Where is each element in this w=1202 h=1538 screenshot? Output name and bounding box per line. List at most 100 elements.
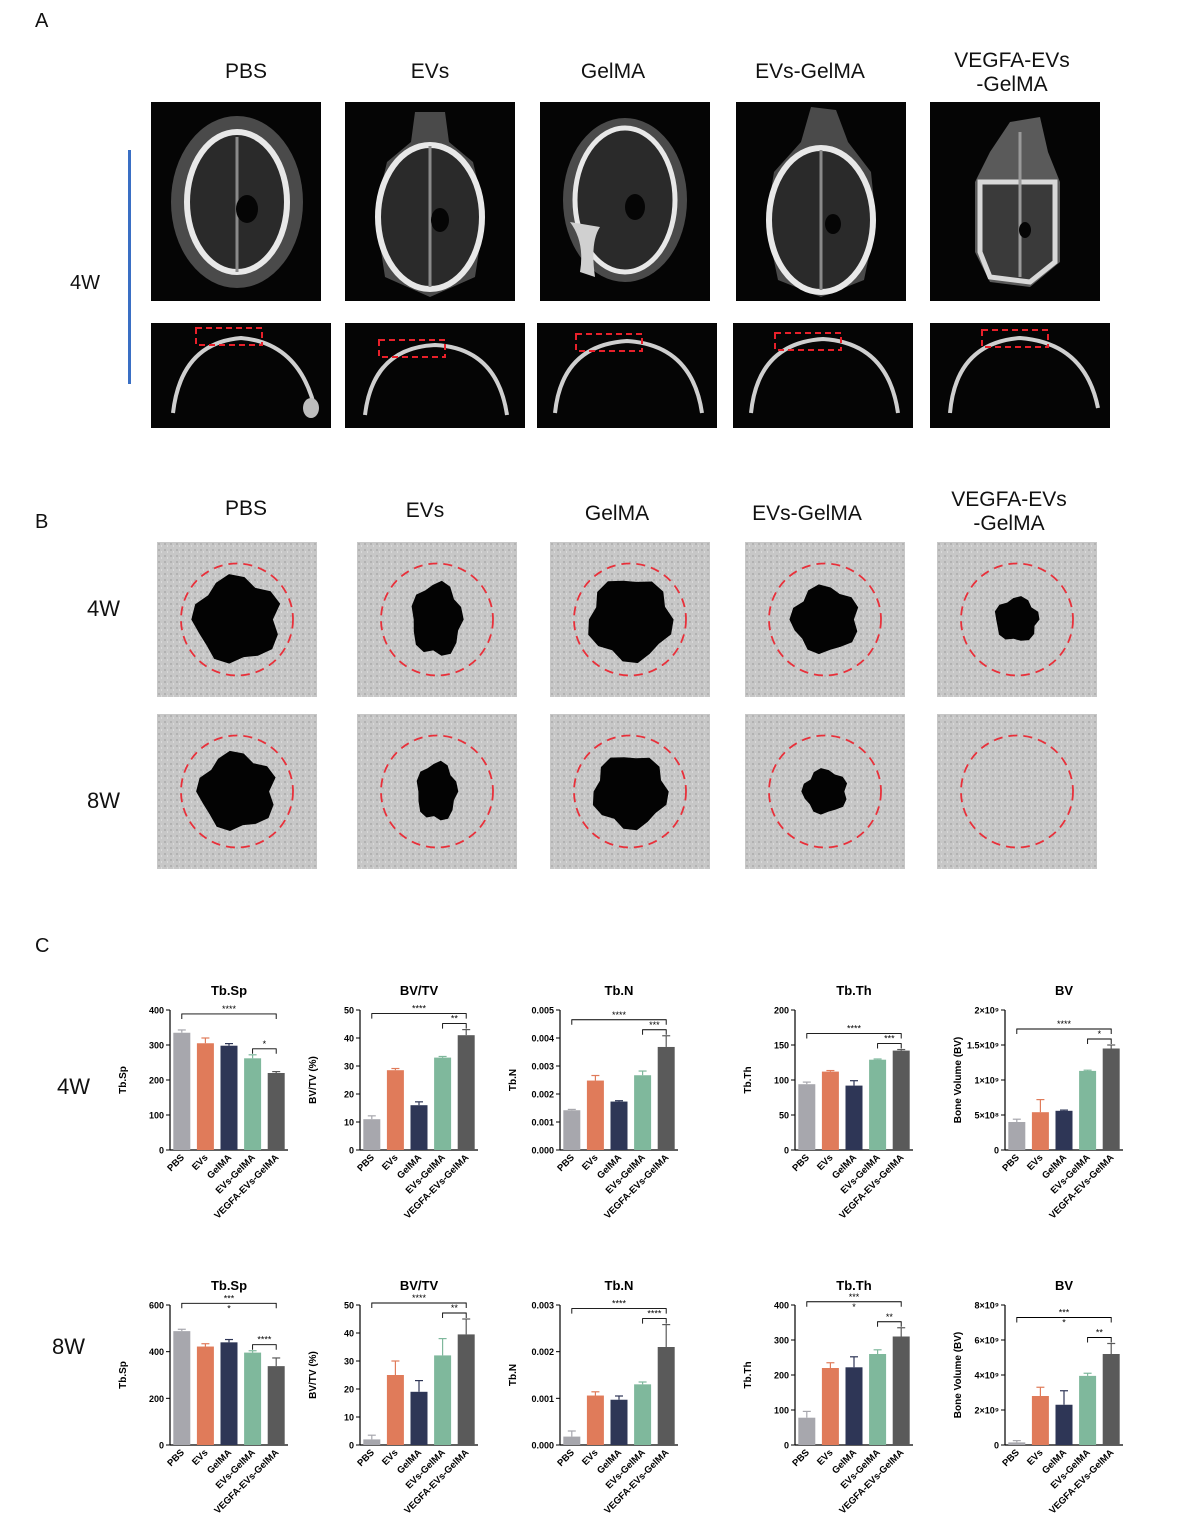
- bar-evs-gelma: [1079, 1070, 1097, 1150]
- y-tick-label: 10: [344, 1118, 354, 1128]
- significance-label: *: [263, 1039, 267, 1049]
- significance-bracket: [642, 1029, 667, 1035]
- bar-chart-8w-tb-sp: Tb.Sp Tb.Sp 0 200 400 600 PBS EVs GelMA EVs-GelMA…: [110, 1270, 320, 1516]
- bar-pbs: [798, 1084, 816, 1150]
- defect-region: [196, 750, 276, 831]
- panel-a-letter: A: [35, 10, 49, 32]
- defect-image-4w-pbs: [157, 542, 317, 697]
- skull-cross-section-pbs: [151, 323, 331, 428]
- panel-a-group-label-evs: EVs: [410, 60, 450, 83]
- x-tick-label: EVs: [580, 1447, 600, 1467]
- significance-bracket: [442, 1023, 467, 1029]
- defect-image-8w-pbs: [157, 714, 317, 869]
- bar-evs-gelma: [869, 1059, 887, 1150]
- chart-title: Tb.N: [605, 1278, 634, 1293]
- bar-gelma: [410, 1105, 428, 1150]
- y-axis-label: Bone Volume (BV): [953, 1037, 964, 1123]
- x-tick-label: PBS: [555, 1447, 577, 1469]
- bar-vegfa-evs-gelma: [267, 1366, 285, 1445]
- skull-cross-section-evs-gelma: [733, 323, 913, 428]
- y-tick-label: 40: [344, 1329, 354, 1339]
- bar-evs: [821, 1071, 839, 1150]
- y-axis-label: Tb.Sp: [118, 1361, 129, 1389]
- skull-top-view-pbs: [151, 102, 321, 301]
- panel-a-row-label-4w: 4W: [70, 272, 100, 294]
- bar-pbs: [173, 1331, 191, 1445]
- y-tick-label: 0.003: [531, 1062, 554, 1072]
- bar-vegfa-evs-gelma: [267, 1073, 285, 1150]
- y-tick-label: 0.001: [531, 1118, 554, 1128]
- y-tick-label: 400: [149, 1006, 164, 1016]
- bar-evs-gelma: [869, 1354, 887, 1445]
- skull-top-view-evs-gelma: [736, 102, 906, 301]
- y-tick-label: 10: [344, 1413, 354, 1423]
- bar-evs-gelma: [634, 1384, 652, 1445]
- bar-evs: [386, 1375, 404, 1445]
- panel-a-group-label-pbs: PBS: [224, 60, 268, 83]
- bar-evs-gelma: [1079, 1375, 1097, 1445]
- bar-vegfa-evs-gelma: [657, 1046, 675, 1150]
- bar-vegfa-evs-gelma: [1102, 1048, 1120, 1150]
- y-tick-label: 100: [149, 1111, 164, 1121]
- bar-vegfa-evs-gelma: [892, 1336, 910, 1445]
- chart-title: BV: [1055, 1278, 1073, 1293]
- significance-bracket: [1016, 1028, 1112, 1034]
- panel-b-group-label-gelma: GelMA: [584, 502, 650, 525]
- bar-pbs: [563, 1110, 581, 1150]
- x-tick-label: PBS: [555, 1152, 577, 1174]
- significance-label: ***: [849, 1292, 860, 1302]
- y-tick-label: 100: [774, 1076, 789, 1086]
- y-tick-label: 2×10⁹: [974, 1006, 999, 1016]
- panel-c-letter: C: [35, 935, 50, 957]
- bar-pbs: [798, 1417, 816, 1445]
- bar-gelma: [410, 1391, 428, 1445]
- significance-label: *: [1098, 1029, 1102, 1039]
- chart-title: BV: [1055, 983, 1073, 998]
- bar-chart-8w-tb-th: Tb.Th Tb.Th 0 100 200 300 400 PBS EVs GelMA EVs-Ge…: [735, 1270, 945, 1516]
- y-tick-label: 4×10⁹: [974, 1371, 999, 1381]
- significance-bracket: [1087, 1038, 1112, 1044]
- bar-vegfa-evs-gelma: [457, 1334, 475, 1445]
- y-tick-label: 0.002: [531, 1090, 554, 1100]
- skull-cross-section-vegfa-evs-gelma: [930, 323, 1110, 428]
- significance-label: ****: [612, 1010, 627, 1020]
- panel-b-row-label-4w: 4W: [87, 596, 120, 621]
- panel-c-row-label-8w: 8W: [52, 1334, 85, 1359]
- chart-title: BV/TV: [400, 983, 439, 998]
- y-axis-label: BV/TV (%): [308, 1351, 319, 1399]
- significance-label: ****: [412, 1293, 427, 1303]
- significance-label: ****: [1057, 1019, 1072, 1029]
- y-tick-label: 20: [344, 1090, 354, 1100]
- defect-region: [789, 584, 859, 655]
- y-tick-label: 0: [349, 1441, 354, 1451]
- y-tick-label: 0.003: [531, 1301, 554, 1311]
- significance-bracket: [1087, 1337, 1112, 1343]
- bar-evs: [586, 1395, 604, 1445]
- significance-bracket: [252, 1344, 277, 1350]
- y-axis-label: Tb.Th: [743, 1066, 754, 1093]
- x-tick-label: PBS: [355, 1447, 377, 1469]
- x-tick-label: EVs: [815, 1447, 835, 1467]
- y-tick-label: 20: [344, 1385, 354, 1395]
- y-tick-label: 0.005: [531, 1006, 554, 1016]
- bar-pbs: [1008, 1122, 1026, 1150]
- significance-label: ****: [257, 1335, 272, 1345]
- panel-b-row-label-8w: 8W: [87, 788, 120, 813]
- bar-pbs: [563, 1436, 581, 1445]
- y-axis-label: Tb.Sp: [118, 1066, 129, 1094]
- chart-title: Tb.Sp: [211, 1278, 247, 1293]
- panel-c-row-label-4w: 4W: [57, 1074, 90, 1099]
- significance-label: **: [451, 1014, 459, 1024]
- x-tick-label: EVs: [380, 1152, 400, 1172]
- defect-outline-circle: [573, 734, 687, 849]
- y-tick-label: 40: [344, 1034, 354, 1044]
- x-tick-label: PBS: [1000, 1447, 1022, 1469]
- bar-evs-gelma: [244, 1058, 262, 1150]
- significance-label: ****: [612, 1299, 627, 1309]
- y-tick-label: 300: [774, 1336, 789, 1346]
- bar-evs: [386, 1070, 404, 1150]
- bar-chart-4w-tb-th: Tb.Th Tb.Th 0 50 100 150 200 PBS EVs GelMA EVs-Gel…: [735, 975, 945, 1221]
- x-tick-label: EVs: [380, 1447, 400, 1467]
- bar-evs: [196, 1346, 214, 1445]
- significance-label: ****: [647, 1309, 662, 1319]
